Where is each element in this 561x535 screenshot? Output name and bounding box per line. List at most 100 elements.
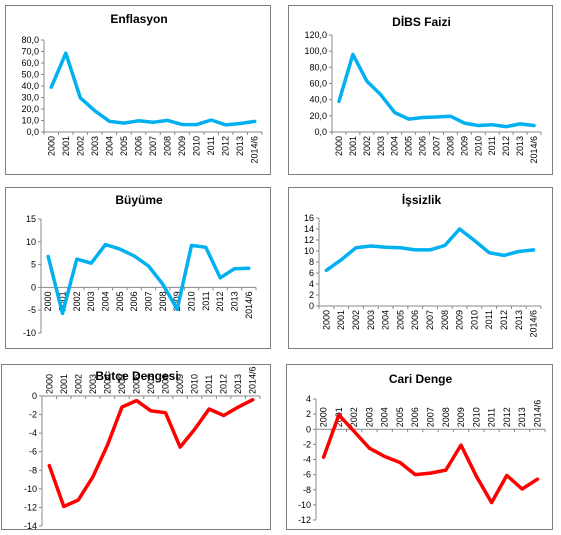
x-tick-label: 2002 (72, 291, 82, 311)
y-tick-label: 15 (26, 214, 36, 224)
y-tick-label: -12 (298, 515, 311, 525)
y-tick-label: 6 (309, 268, 314, 278)
data-point (340, 258, 343, 261)
data-point (61, 312, 64, 315)
data-point (106, 444, 109, 447)
data-point (518, 122, 522, 126)
data-point (207, 407, 211, 411)
y-tick-label: 40,0 (309, 95, 327, 105)
data-point (77, 498, 80, 502)
y-tick-label: 10 (304, 246, 314, 256)
x-tick-label: 2012 (501, 136, 511, 156)
x-tick-label: 2012 (215, 291, 225, 311)
x-tick-label: 2004 (390, 136, 400, 156)
data-point (164, 411, 167, 414)
data-point (337, 100, 341, 103)
chart-title: DİBS Faizi (392, 14, 451, 29)
data-point (463, 121, 466, 125)
y-tick-label: 80,0 (21, 35, 39, 45)
x-tick-label: 2000 (43, 291, 53, 311)
data-point (399, 246, 402, 249)
data-point (193, 428, 196, 431)
data-point (247, 267, 251, 270)
x-tick-label: 2006 (410, 407, 420, 427)
x-tick-label: 2008 (163, 136, 173, 156)
y-tick-label: 0,0 (26, 127, 39, 137)
x-tick-label: 2009 (177, 136, 187, 156)
x-tick-label: 2014/6 (529, 136, 539, 164)
x-tick-label: 2009 (459, 136, 469, 156)
x-tick-label: 2007 (144, 291, 154, 311)
data-point (180, 123, 184, 126)
data-point (147, 264, 150, 268)
y-tick-label: -6 (29, 447, 37, 457)
x-tick-label: 2013 (235, 136, 245, 156)
x-tick-label: 2004 (104, 136, 114, 156)
x-tick-label: 2003 (88, 374, 98, 394)
x-tick-label: 2013 (517, 407, 527, 427)
y-tick-label: 0 (309, 301, 314, 311)
chart-buyume: Büyüme -10 -5 0 5 10 15 2000 2001 2002 2003 2004 200… (5, 187, 271, 349)
x-tick-label: 2011 (204, 375, 214, 394)
y-tick-label: 120,0 (304, 30, 327, 40)
y-tick-label: -12 (24, 502, 37, 512)
data-point (414, 473, 417, 476)
y-tick-label: 4 (309, 279, 314, 289)
data-point (93, 109, 97, 113)
x-tick-label: 2006 (133, 136, 143, 156)
data-point (505, 474, 509, 477)
data-point (253, 120, 256, 123)
data-point (222, 414, 225, 417)
data-point (46, 255, 50, 258)
data-point (224, 123, 227, 127)
x-tick-label: 2010 (471, 407, 481, 427)
data-point (414, 248, 417, 252)
data-point (135, 399, 138, 402)
x-tick-label: 2005 (119, 136, 129, 156)
chart-title: Bütçe Dengesi (95, 369, 178, 383)
data-point (368, 446, 371, 450)
x-tick-label: 2014/6 (529, 310, 539, 338)
x-tick-label: 2006 (129, 291, 139, 311)
x-tick-label: 2008 (440, 310, 450, 330)
x-tick-label: 2001 (336, 310, 346, 330)
x-tick-label: 2009 (456, 407, 466, 427)
x-tick-label: 2005 (404, 136, 414, 156)
y-tick-label: -4 (303, 455, 311, 465)
x-tick-label: 2003 (86, 291, 96, 311)
data-point (428, 248, 432, 252)
chart-title: Enflasyon (110, 12, 167, 26)
y-tick-label: 10,0 (21, 116, 39, 126)
data-point (50, 85, 53, 89)
data-point (491, 123, 494, 126)
y-tick-label: 40,0 (21, 81, 39, 91)
x-tick-label: 2005 (117, 374, 127, 394)
x-tick-label: 2007 (426, 407, 436, 427)
x-tick-label: 2004 (102, 374, 112, 394)
x-tick-label: 2010 (192, 136, 202, 156)
data-point (532, 124, 536, 127)
x-tick-label: 2009 (172, 291, 182, 311)
y-tick-label: 0 (31, 282, 36, 292)
x-tick-label: 2007 (148, 136, 158, 156)
data-point (337, 413, 341, 417)
data-point (532, 248, 535, 252)
x-tick-label: 2008 (441, 407, 451, 427)
x-tick-label: 2000 (44, 374, 54, 394)
data-point (190, 244, 193, 247)
y-tick-label: -2 (303, 439, 311, 449)
x-tick-label: 2011 (206, 136, 216, 155)
data-point (369, 244, 372, 248)
x-tick-label: 2014/6 (250, 136, 260, 164)
data-point (118, 247, 122, 251)
y-tick-label: 2 (309, 290, 314, 300)
x-tick-label: 2011 (201, 291, 211, 310)
y-tick-label: 50,0 (21, 70, 39, 80)
data-point (178, 445, 182, 449)
y-tick-label: -6 (303, 470, 311, 480)
x-tick-label: 2013 (514, 310, 524, 330)
x-tick-label: 2013 (230, 291, 240, 311)
data-point (120, 405, 124, 409)
x-tick-label: 2014/6 (248, 366, 258, 394)
